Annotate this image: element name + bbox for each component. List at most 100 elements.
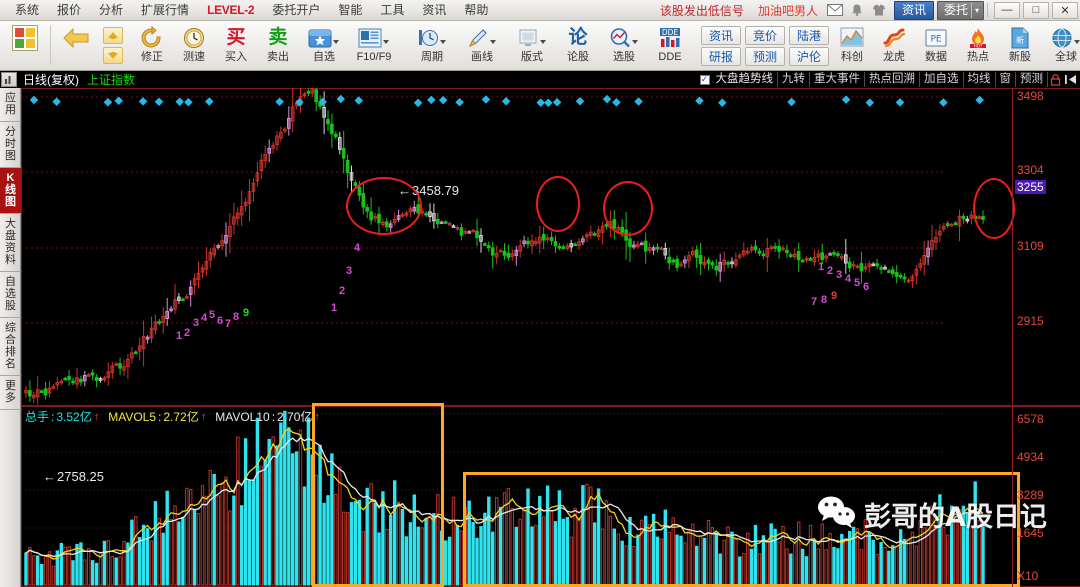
scroll-updown-button[interactable] [97,23,131,69]
chip-hk-connect[interactable]: 陆港 [789,26,829,45]
hot-icon: HOT [966,25,990,51]
nine-turn-marker: 2 [339,285,346,297]
menu-item-help[interactable]: 帮助 [464,2,489,17]
chevron-down-icon[interactable] [631,25,640,51]
shirt-icon[interactable] [868,1,890,19]
toolbar-button-dragon-tiger[interactable]: 龙虎 [873,23,915,69]
sidebar-item-ranking[interactable]: 综 合 排 名 [0,318,21,376]
mail-icon[interactable] [824,1,846,19]
toolbar-button-buy[interactable]: 买 买入 [215,23,257,69]
nine-turn-marker: 5 [854,277,861,289]
header-item-hotspot-review[interactable]: 热点回溯 [865,72,920,87]
sidebar-char: 股 [5,300,16,312]
toolbar-label: 买入 [225,51,247,63]
menu-item-smart[interactable]: 智能 [338,2,363,17]
dde-icon: DDE [658,25,682,51]
menu-item-system[interactable]: 系统 [15,2,40,17]
chevron-down-icon[interactable] [103,47,123,64]
sidebar-item-timeshare[interactable]: 分 时 图 [0,122,21,168]
toolbar-group-logo: 修正 测速 买 买入 卖 卖出 [4,23,399,69]
trendline-checkbox[interactable]: ✓ 大盘趋势线 [699,72,778,87]
toolbar-label: 画线 [471,51,493,63]
sidebar-item-apps[interactable]: 应 用 [0,88,21,122]
toolbar-button-stockpick[interactable]: 选股 [599,23,649,69]
svg-text:新: 新 [1016,35,1024,45]
sidebar-item-more[interactable]: 更 多 [0,376,21,410]
menu-item-extended-quotes[interactable]: 扩展行情 [141,2,190,17]
sidebar-item-market-data[interactable]: 大 盘 资 料 [0,214,21,272]
app-logo-button[interactable] [4,23,46,69]
chevron-down-icon[interactable] [332,25,341,51]
sidebar-char: 盘 [5,230,16,242]
toolbar-button-revise[interactable]: 修正 [131,23,173,69]
toolbar-button-forum[interactable]: 论 论股 [557,23,599,69]
circle-annotation [603,181,653,236]
toolbar-button-hotspot[interactable]: HOT 热点 [957,23,999,69]
toolbar-button-layout[interactable]: 版式 [507,23,557,69]
header-item-moving-average[interactable]: 均线 [964,72,996,87]
chip-auction[interactable]: 竞价 [745,26,785,45]
legend-value: 2.72亿 [163,410,199,424]
pane-border [21,88,1080,406]
checkbox-box[interactable]: ✓ [699,74,710,85]
toolbar-button-sell[interactable]: 卖 卖出 [257,23,299,69]
toolbar-button-period[interactable]: 周期 [407,23,457,69]
sidebar-item-kline[interactable]: K 线 图 [0,168,21,214]
toolbar-label: 修正 [141,51,163,63]
chevron-down-icon[interactable] [539,25,548,51]
collapse-left-icon[interactable] [1063,74,1078,85]
chart-header-controls: ✓ 大盘趋势线 九转 重大事件 热点回溯 加自选 均线 窗 预测 [699,72,1080,87]
chart-icon [840,25,864,51]
price-axis-tick: 3304 [1017,163,1044,177]
window-minimize-button[interactable]: — [994,1,1020,19]
window-maximize-button[interactable]: □ [1023,1,1049,19]
back-button[interactable] [55,23,97,69]
toolbar-button-new-stock[interactable]: 新 新股 [999,23,1041,69]
toolbar-button-watchlist[interactable]: 自选 [299,23,349,69]
menu-item-level2[interactable]: LEVEL-2 [207,2,255,17]
toolbar-button-global[interactable]: 全球 [1041,23,1080,69]
nine-turn-marker: 1 [818,261,825,273]
trade-dropdown-button[interactable]: 委托 ▾ [936,0,984,20]
chevron-down-icon[interactable] [439,25,448,51]
header-item-forecast[interactable]: 预测 [1016,72,1048,87]
lock-icon[interactable] [1048,73,1063,86]
toolbar-button-data[interactable]: PE 数据 [915,23,957,69]
header-item-major-events[interactable]: 重大事件 [810,72,865,87]
volume-chart-pane[interactable]: 总手: 3.52亿 ↑ MAVOL5: 2.72亿 ↑ MAVOL10: 2.7… [21,403,1080,587]
chevron-up-icon[interactable] [103,27,123,44]
window-close-button[interactable]: ✕ [1052,1,1078,19]
menu-item-analysis[interactable]: 分析 [99,2,124,17]
toolbar-button-f10[interactable]: F10/F9 [349,23,399,69]
sidebar-item-watchlist[interactable]: 自 选 股 [0,272,21,318]
chart-tab-icon[interactable] [1,72,17,87]
nine-turn-marker: 7 [811,296,818,308]
chevron-down-icon[interactable] [1073,25,1080,51]
sidebar-char: K [6,172,15,184]
news-button[interactable]: 资讯 [893,0,934,20]
toolbar-button-speedtest[interactable]: 测速 [173,23,215,69]
sell-icon: 卖 [268,27,288,48]
chevron-down-icon[interactable] [489,25,498,51]
bell-icon[interactable] [846,1,868,19]
header-item-nine-turn[interactable]: 九转 [777,72,810,87]
toolbar-button-dde[interactable]: DDE DDE [649,23,691,69]
toolbar-button-drawline[interactable]: 画线 [457,23,507,69]
menu-item-open-account[interactable]: 委托开户 [272,2,321,17]
menu-item-news[interactable]: 资讯 [422,2,447,17]
toolbar-button-star-market[interactable]: 科创 [831,23,873,69]
menu-item-tools[interactable]: 工具 [380,2,405,17]
header-item-window[interactable]: 窗 [996,72,1016,87]
chip-forecast[interactable]: 预测 [745,47,785,66]
chip-research[interactable]: 研报 [701,47,741,66]
header-item-add-watchlist[interactable]: 加自选 [920,72,964,87]
svg-text:DDE: DDE [662,28,679,37]
chevron-down-icon[interactable] [382,25,391,51]
menu-item-quote[interactable]: 报价 [57,2,82,17]
rect-annotation [312,403,444,587]
chip-news[interactable]: 资讯 [701,26,741,45]
chip-shanghai-london[interactable]: 沪伦 [789,47,829,66]
sidebar-char: 大 [5,218,16,230]
